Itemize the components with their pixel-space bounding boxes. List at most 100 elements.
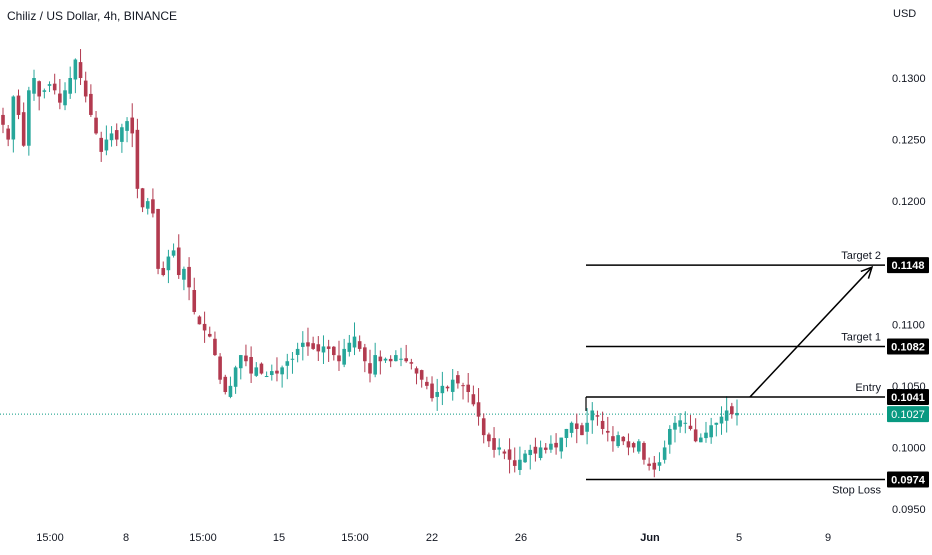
x-tick-label: 5: [736, 532, 742, 544]
candle-body: [207, 333, 212, 337]
candle-body: [223, 376, 228, 393]
level-price-label: 0.1082: [891, 341, 925, 353]
candle-body: [135, 129, 140, 189]
level-name-label: Stop Loss: [832, 484, 881, 496]
candle-body: [724, 410, 729, 421]
candle-body: [187, 266, 191, 288]
candle-body: [352, 336, 357, 348]
level-price-label: 0.0974: [891, 474, 926, 486]
candle-body: [218, 356, 222, 380]
candle-body: [450, 379, 455, 392]
candle-body: [363, 347, 367, 362]
level-price-badge: [887, 471, 929, 488]
candle-body: [523, 453, 527, 463]
level-price-label: 0.1148: [891, 260, 924, 272]
y-tick-label: 0.1250: [892, 135, 926, 147]
y-tick-label: 0.1300: [892, 73, 926, 85]
candle-body: [590, 410, 595, 421]
level-name-label: Entry: [855, 382, 881, 394]
candle-body: [621, 436, 626, 442]
candle-body: [104, 139, 109, 151]
candle-body: [574, 423, 579, 429]
candle-body: [476, 402, 481, 417]
candle-body: [290, 358, 295, 360]
candle-body: [668, 428, 672, 445]
candle-body: [83, 80, 88, 97]
candle-body: [569, 422, 574, 433]
candle-body: [326, 346, 331, 349]
candle-body: [357, 341, 362, 349]
candle-body: [151, 199, 155, 214]
candle-body: [295, 348, 300, 355]
level-price-badge: [887, 338, 929, 355]
candle-body: [730, 406, 734, 415]
candles-layer: [1, 49, 739, 478]
candle-body: [16, 95, 21, 115]
x-tick-label: 9: [825, 532, 831, 544]
candle-body: [497, 447, 502, 450]
candle-body: [52, 83, 57, 91]
candle-body: [440, 385, 445, 394]
candle-body: [73, 59, 78, 80]
candle-body: [704, 432, 708, 439]
candle-body: [125, 121, 129, 131]
candle-body: [197, 316, 202, 325]
candle-body: [585, 422, 589, 432]
candle-body: [130, 117, 135, 134]
candle-body: [244, 355, 248, 362]
candle-body: [419, 370, 424, 380]
candle-body: [657, 462, 662, 466]
arrow-head: [860, 265, 874, 279]
candle-body: [678, 420, 682, 427]
y-tick-label: 0.1050: [892, 381, 926, 393]
currency-label: USD: [893, 8, 917, 20]
candle-body: [233, 367, 238, 387]
candle-body: [564, 428, 569, 438]
candle-body: [600, 420, 605, 429]
candle-body: [709, 425, 713, 438]
candle-body: [409, 362, 414, 364]
candle-body: [311, 343, 315, 349]
y-tick-label: 0.1000: [892, 442, 926, 454]
candle-body: [559, 437, 564, 452]
candle-body: [533, 446, 538, 454]
level-price-badge: [887, 388, 929, 405]
axis-layer: 0.1300 0.1250 0.1200 0.1100 0.1050 0.1000 0.09…: [36, 73, 925, 544]
candle-body: [456, 375, 460, 384]
candle-body: [538, 447, 543, 458]
candle-body: [89, 93, 93, 115]
candle-body: [605, 430, 610, 433]
candle-body: [342, 348, 346, 365]
candle-body: [32, 78, 36, 94]
candle-body: [512, 460, 517, 466]
x-tick-label: 15:00: [341, 532, 369, 544]
candle-body: [487, 434, 491, 442]
x-tick-label: 15: [273, 532, 285, 544]
candle-body: [275, 370, 279, 374]
candle-body: [383, 358, 388, 361]
candle-body: [337, 355, 341, 362]
candle-body: [182, 268, 186, 280]
y-tick-label: 0.1200: [892, 196, 926, 208]
candle-body: [430, 383, 434, 399]
candle-body: [114, 130, 119, 140]
candle-body: [435, 392, 439, 397]
candle-body: [316, 344, 321, 352]
candle-body: [145, 201, 150, 209]
candle-body: [99, 137, 104, 152]
candle-body: [332, 346, 336, 356]
candle-body: [492, 438, 496, 450]
level-price-badge: [887, 257, 929, 274]
candle-body: [481, 418, 486, 436]
candle-body: [373, 355, 377, 375]
candle-body: [192, 290, 197, 312]
candle-body: [543, 447, 548, 450]
candle-body: [94, 117, 98, 134]
candle-body: [445, 386, 450, 389]
candle-body: [518, 459, 522, 470]
candle-body: [735, 412, 739, 416]
candle-body: [368, 363, 372, 374]
candle-body: [280, 367, 284, 375]
